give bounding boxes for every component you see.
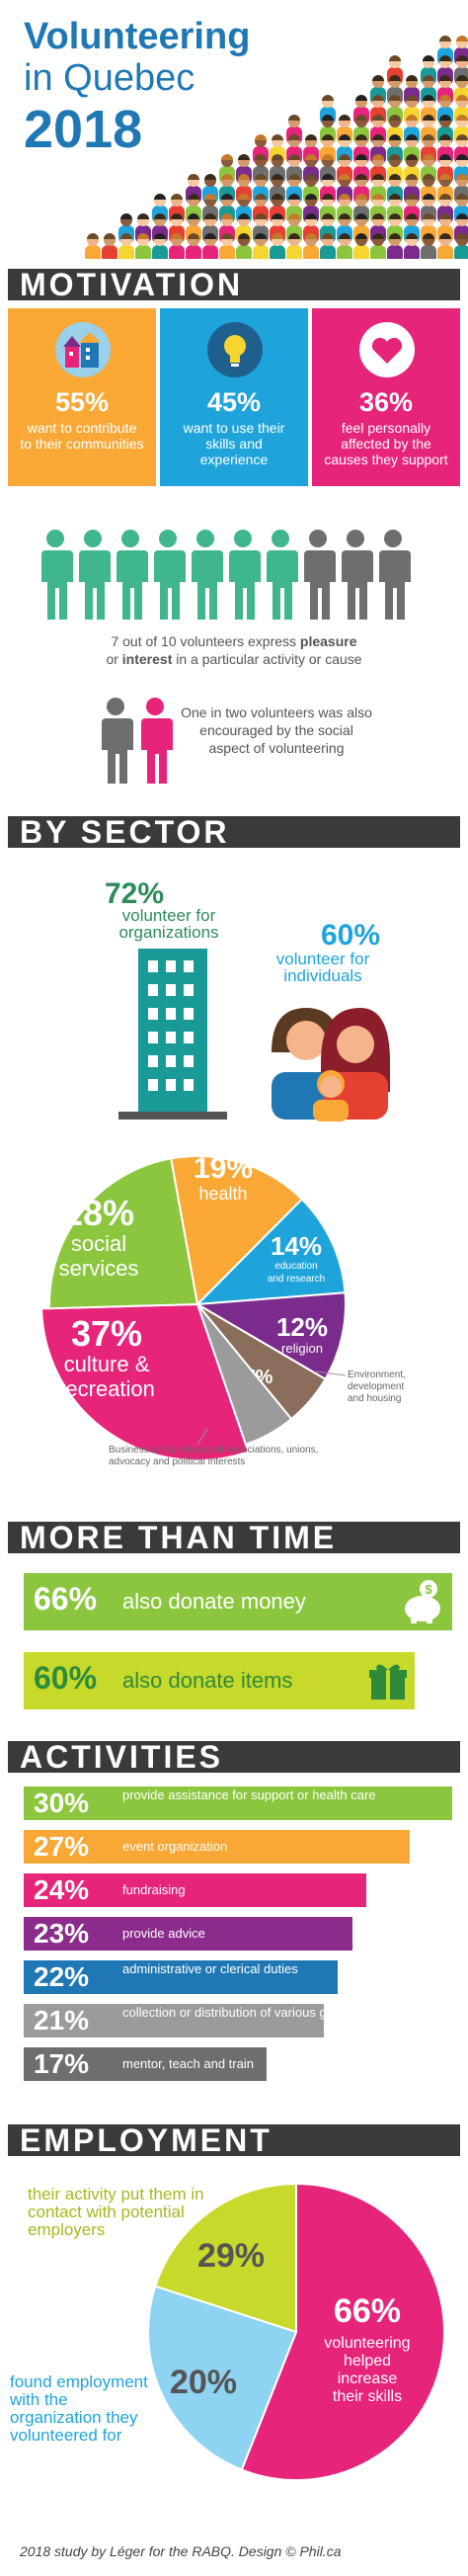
employment-slice [147, 2285, 298, 2471]
section-header-more-than-time: MORE THAN TIME [8, 1522, 460, 1553]
motivation-text: feel personally affected by the causes t… [324, 420, 448, 467]
pie-slice-pct: 12% [276, 1312, 328, 1342]
motivation-text: want to use their skills and experience [183, 420, 285, 467]
title-year: 2018 [24, 100, 143, 159]
motivation-box-causes: 36% feel personally affected by the caus… [312, 308, 460, 486]
pie-slice-pct: 28% [63, 1193, 134, 1233]
pie-slice-label: and research [268, 1274, 325, 1285]
piggy-bank-icon: $ [405, 1580, 440, 1623]
pie-slice-label: education [274, 1261, 317, 1272]
employment-found-text: found employment with the organization t… [10, 2372, 148, 2445]
activity-text: administrative or clerical duties [122, 1961, 298, 1976]
activity-pct: 30% [34, 1787, 90, 1818]
office-building-icon [118, 949, 227, 1120]
pie-slice [48, 1157, 199, 1310]
activity-pct: 17% [34, 2048, 90, 2079]
employment-found-pct: 20% [170, 2364, 237, 2401]
pie-slice-label: religion [281, 1341, 323, 1356]
activity-bar: 24% fundraising [24, 1873, 366, 1907]
activity-pct: 24% [34, 1874, 90, 1905]
section-header-motivation: MOTIVATION [8, 269, 460, 300]
employment-slice [154, 2182, 297, 2334]
motivation-pct: 55% [54, 387, 110, 417]
activity-bar: 22% administrative or clerical duties [24, 1960, 338, 1994]
activity-bar: 30% provide assistance for support or hea… [24, 1787, 452, 1820]
section-header-activities: ACTIVITIES [8, 1741, 460, 1773]
ind-pct: 60% [320, 919, 381, 952]
employment-contact-text: their activity put them in contact with … [28, 2185, 204, 2239]
motivation-box-community: 55% want to contribute to their communit… [8, 308, 156, 486]
activity-text: fundraising [122, 1882, 186, 1897]
activity-text: provide assistance for support or health… [122, 1787, 376, 1802]
pie-slice [40, 1302, 250, 1461]
two-people-icon [102, 698, 173, 784]
pie-slice-label: culture & [64, 1352, 150, 1376]
pie-slice-pct: 14% [271, 1231, 322, 1261]
activity-pct: 27% [34, 1831, 90, 1862]
heart-icon [359, 322, 415, 377]
employment-contact-pct: 29% [197, 2237, 265, 2275]
pie-slice [195, 1198, 347, 1306]
ind-text: volunteer for individuals [275, 950, 370, 985]
pie-slice-label: services [59, 1256, 139, 1281]
donate-items-pct: 60% [34, 1660, 98, 1696]
activity-text: event organization [122, 1839, 228, 1854]
crowd-illustration [0, 0, 468, 259]
donate-money-pct: 66% [34, 1581, 98, 1617]
pie-label-environment: Environment, development and housing [348, 1370, 406, 1404]
employment-pie-chart: 66% volunteering helped increase their skill… [147, 2182, 445, 2481]
motivation-pct: 45% [206, 387, 262, 417]
footer-credit: 2018 study by Léger for the RABQ. Design… [20, 2543, 342, 2559]
pie-slice-pct: 19% [194, 1152, 253, 1185]
activity-bar: 23% provide advice [24, 1917, 352, 1951]
pie-slice-label: recreation [58, 1376, 155, 1401]
section-header-employment: EMPLOYMENT [8, 2124, 460, 2156]
title-line-1: Volunteering [24, 16, 251, 57]
motivation-text: want to contribute to their communities [20, 420, 144, 452]
donate-items-bar: 60% also donate items [24, 1652, 415, 1709]
header: Volunteering in Quebec 2018 [0, 0, 468, 259]
gift-icon [369, 1664, 407, 1700]
people-row-icon [41, 530, 411, 620]
org-text: volunteer for organizations [118, 906, 219, 942]
donate-items-text: also donate items [122, 1668, 293, 1693]
employment-slice [240, 2182, 445, 2481]
houses-icon [55, 322, 111, 377]
family-icon [272, 1008, 390, 1122]
activity-text: mentor, teach and train [122, 2056, 254, 2071]
donate-money-text: also donate money [122, 1589, 306, 1614]
activity-text: collection or distribution of various go… [122, 2005, 354, 2020]
social-text: One in two volunteers was also encourage… [181, 705, 372, 756]
title-line-2: in Quebec [24, 57, 195, 99]
pie-slice [169, 1155, 304, 1307]
activity-bar: 21% collection or distribution of various… [24, 2004, 354, 2037]
pie-slice [194, 1291, 347, 1381]
svg-text:$: $ [425, 1582, 432, 1597]
activity-bar: 27% event organization [24, 1830, 410, 1864]
pie-slice-label: social [71, 1231, 126, 1256]
activity-pct: 23% [34, 1918, 90, 1949]
activity-pct: 22% [34, 1961, 90, 1992]
activity-bar: 17% mentor, teach and train [24, 2047, 267, 2081]
org-pct: 72% [105, 877, 165, 910]
section-header-by-sector: BY SECTOR [8, 816, 460, 848]
activity-text: provide advice [122, 1926, 205, 1941]
lightbulb-icon [207, 322, 263, 377]
pie-slice-label: health [198, 1184, 247, 1204]
pie-slice-pct: 37% [71, 1313, 142, 1354]
pie-label-business: Business and professional associations, … [109, 1445, 318, 1467]
employment-skills-pct: 66% [334, 2292, 401, 2330]
sector-pie-chart: 19%health 14%education and research 12%reli… [40, 1152, 406, 1467]
activity-pct: 21% [34, 2005, 90, 2036]
employment-skills-text: volunteering helped increase their skills [324, 2335, 410, 2405]
motivation-pct: 36% [358, 387, 414, 417]
motivation-box-skills: 45% want to use their skills and experie… [160, 308, 308, 486]
pleasure-text: 7 out of 10 volunteers express pleasure … [106, 633, 362, 667]
donate-money-bar: 66% also donate money $ [24, 1573, 452, 1630]
